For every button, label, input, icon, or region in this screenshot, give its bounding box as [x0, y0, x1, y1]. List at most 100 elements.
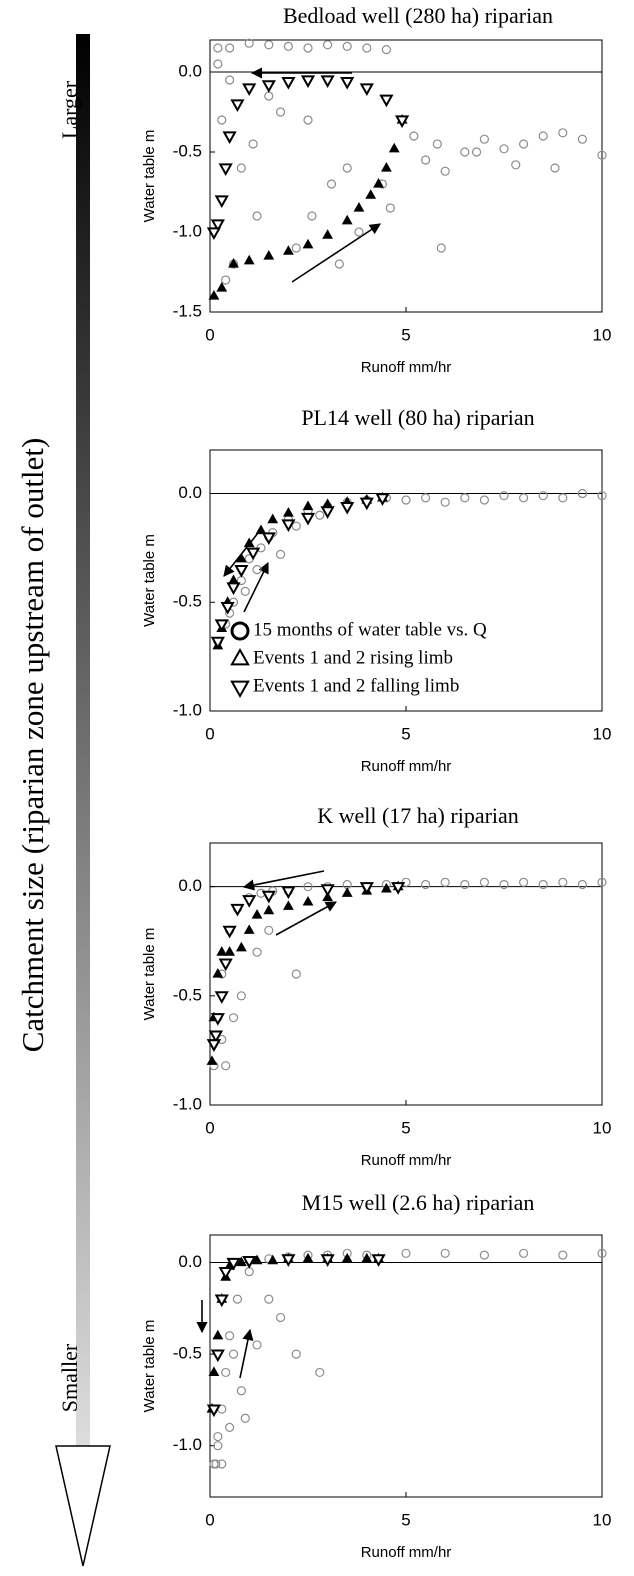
data-point — [432, 139, 442, 149]
y-tick-label: -0.5 — [173, 1344, 202, 1363]
rising-point — [283, 507, 294, 517]
data-point — [326, 179, 337, 189]
data-point — [460, 879, 470, 890]
data-point — [354, 227, 364, 237]
rising-point — [341, 887, 353, 897]
falling-point — [226, 1257, 241, 1271]
data-point — [291, 243, 301, 253]
data-point — [213, 1441, 223, 1451]
x-axis-label: Runoff mm/hr — [361, 359, 452, 376]
data-point — [440, 877, 450, 887]
data-point — [421, 879, 431, 890]
data-point — [291, 1349, 301, 1359]
falling-point — [375, 493, 390, 506]
falling-point — [261, 80, 276, 93]
falling-point — [222, 131, 237, 145]
x-tick-label: 5 — [401, 1118, 410, 1137]
data-point — [499, 144, 509, 154]
rising-point — [373, 178, 384, 188]
annotation-arrows — [196, 67, 381, 1379]
y-axis-label: Water table m — [141, 928, 158, 1021]
falling-point — [222, 925, 237, 939]
y-tick-label: 0.0 — [178, 1252, 202, 1271]
data-point — [471, 147, 482, 157]
x-tick-label: 10 — [593, 325, 612, 344]
data-point — [577, 879, 588, 890]
smaller-label: Smaller — [57, 1343, 82, 1412]
rising-point — [243, 924, 255, 934]
data-point — [303, 115, 313, 125]
data-point — [236, 1386, 246, 1396]
x-tick-label: 10 — [593, 724, 612, 743]
data-point — [248, 139, 258, 149]
falling-point — [218, 1267, 233, 1280]
x-axis-label: Runoff mm/hr — [361, 758, 452, 775]
falling-point — [340, 77, 355, 90]
data-point — [291, 521, 301, 531]
data-point — [597, 491, 607, 501]
y-tick-label: -0.5 — [173, 141, 202, 160]
falling-point — [214, 991, 229, 1004]
falling-point — [242, 1256, 257, 1269]
data-point — [518, 493, 529, 503]
plot-frame — [209, 449, 603, 712]
data-point — [401, 495, 411, 505]
x-axis-label: Runoff mm/hr — [361, 1544, 452, 1561]
falling-point — [320, 506, 335, 519]
rising-point — [208, 290, 220, 300]
data-point — [213, 59, 223, 69]
arrow — [243, 561, 269, 613]
falling-point — [210, 1013, 225, 1026]
rising-point — [353, 202, 365, 212]
rising-point — [243, 537, 255, 548]
falling-point — [230, 903, 245, 917]
falling-point — [281, 1254, 296, 1267]
data-point — [597, 150, 607, 160]
catchment-arrow-head — [55, 1445, 111, 1567]
falling-point — [281, 77, 296, 90]
x-tick-label: 5 — [401, 1510, 410, 1529]
rising-point — [216, 946, 228, 956]
data-point — [342, 41, 352, 52]
falling-point — [379, 94, 394, 108]
rising-point — [208, 1366, 220, 1377]
data-point — [213, 43, 223, 53]
data-point — [228, 1349, 239, 1359]
plot-frame — [209, 1234, 603, 1498]
data-point — [558, 493, 568, 503]
data-point — [421, 493, 431, 503]
falling-point — [206, 227, 222, 241]
data-point — [252, 211, 262, 221]
data-point — [275, 549, 286, 560]
data-point — [577, 134, 588, 144]
data-point — [264, 91, 274, 101]
data-point — [236, 163, 246, 173]
data-point — [460, 147, 470, 157]
data-point — [225, 1422, 235, 1432]
data-point — [240, 586, 250, 596]
falling-point — [226, 582, 241, 596]
data-point — [213, 1431, 223, 1442]
data-point — [342, 163, 352, 173]
legend-symbol — [230, 680, 250, 699]
data-point — [479, 877, 489, 887]
rising-point — [235, 1256, 247, 1267]
rising-point — [263, 904, 275, 915]
catchment-label: Catchment size (riparian zone upstream o… — [15, 438, 50, 1053]
falling-point — [218, 163, 233, 177]
rising-point — [235, 941, 247, 952]
data-point — [315, 510, 325, 520]
y-axis-label: Water table m — [141, 1320, 158, 1413]
rising-point — [302, 238, 314, 249]
y-tick-label: -1.0 — [173, 700, 202, 719]
falling-point — [246, 547, 261, 561]
falling-point — [230, 99, 245, 113]
data-point — [217, 115, 227, 125]
y-tick-label: 0.0 — [178, 483, 202, 502]
rising-point — [212, 1329, 224, 1340]
y-tick-label: -0.5 — [173, 592, 202, 611]
chart-title: PL14 well (80 ha) riparian — [301, 405, 534, 430]
data-point — [518, 139, 529, 149]
data-point — [315, 1367, 325, 1378]
rising-point — [206, 1055, 218, 1065]
